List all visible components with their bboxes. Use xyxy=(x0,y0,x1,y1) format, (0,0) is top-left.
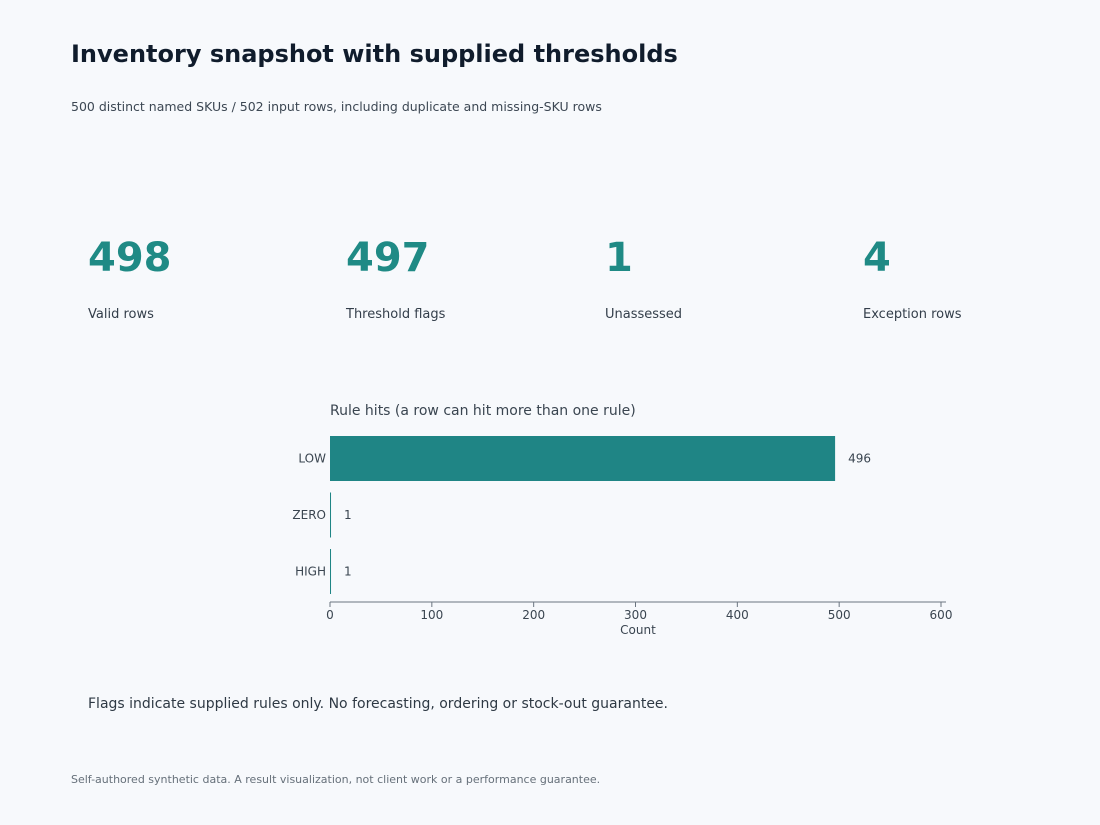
kpi-value: 4 xyxy=(863,235,891,281)
data-label-low: 496 xyxy=(848,452,871,466)
kpi-threshold-flags: 497 Threshold flags xyxy=(346,232,576,322)
bar-low xyxy=(330,436,836,481)
kpi-exception-rows: 4 Exception rows xyxy=(863,232,1093,322)
chart-title: Rule hits (a row can hit more than one r… xyxy=(330,403,636,419)
kpi-label: Unassessed xyxy=(605,307,683,322)
kpi-valid-rows: 498 Valid rows xyxy=(88,232,318,322)
category-label-zero: ZERO xyxy=(292,508,326,522)
data-label-zero: 1 xyxy=(344,508,352,522)
footer-note: Self-authored synthetic data. A result v… xyxy=(71,773,601,786)
x-axis-label: Count xyxy=(620,623,656,637)
kpi-label: Valid rows xyxy=(88,307,154,322)
kpi-value: 498 xyxy=(88,235,172,281)
page-title: Inventory snapshot with supplied thresho… xyxy=(71,40,678,68)
x-tick-label: 0 xyxy=(326,608,334,622)
kpi-value: 1 xyxy=(605,235,633,281)
kpi-label: Threshold flags xyxy=(346,307,446,322)
kpi-value: 497 xyxy=(346,235,430,281)
kpi-label: Exception rows xyxy=(863,307,962,322)
x-tick-label: 500 xyxy=(828,608,851,622)
category-label-low: LOW xyxy=(298,452,326,466)
bar-zero xyxy=(330,492,332,538)
category-label-high: HIGH xyxy=(295,565,326,579)
x-tick-label: 300 xyxy=(624,608,647,622)
x-tick-label: 100 xyxy=(420,608,443,622)
disclaimer-note: Flags indicate supplied rules only. No f… xyxy=(88,696,668,712)
kpi-unassessed: 1 Unassessed xyxy=(605,232,835,322)
page-subtitle: 500 distinct named SKUs / 502 input rows… xyxy=(71,99,602,114)
data-label-high: 1 xyxy=(344,565,352,579)
x-tick-label: 200 xyxy=(522,608,545,622)
bar-high xyxy=(330,549,332,594)
x-tick-label: 600 xyxy=(930,608,953,622)
x-tick-label: 400 xyxy=(726,608,749,622)
